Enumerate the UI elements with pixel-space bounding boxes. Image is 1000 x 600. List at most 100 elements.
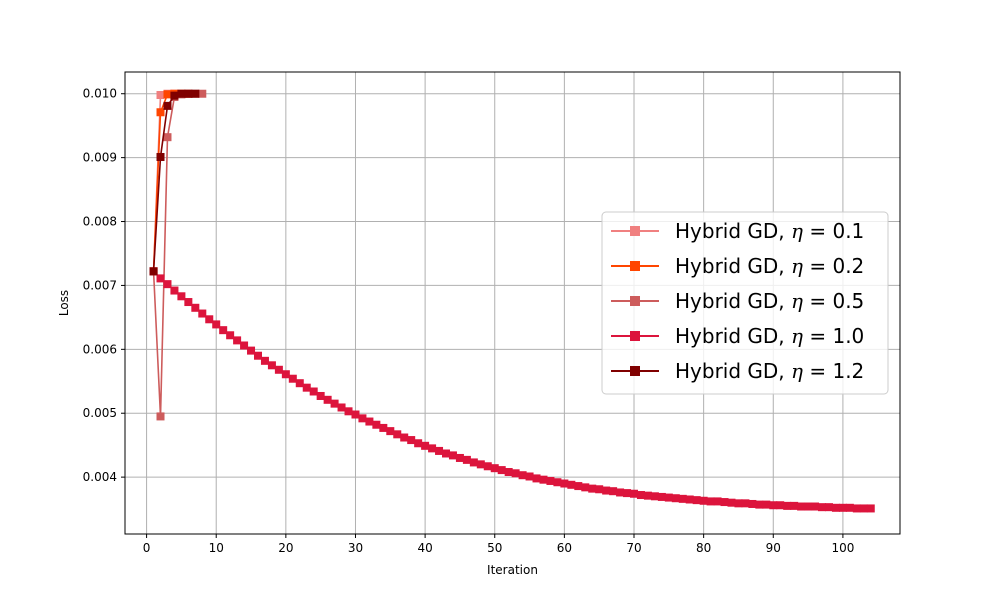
legend-marker	[630, 331, 640, 341]
data-point	[316, 391, 325, 400]
series-5	[149, 89, 200, 276]
data-point	[616, 488, 625, 497]
data-point	[212, 320, 221, 329]
x-axis-ticks: 0 10 20 30 40 50 60 70 80 90 100	[143, 534, 854, 555]
data-point	[240, 341, 249, 350]
data-point	[539, 475, 548, 484]
data-point	[421, 441, 430, 450]
data-point	[351, 410, 360, 419]
y-tick-label: 0.008	[83, 215, 117, 229]
legend-label: Hybrid GD, η = 1.0	[675, 324, 864, 348]
data-point	[811, 502, 820, 511]
data-point	[274, 365, 283, 374]
y-axis-ticks: 0.004 0.005 0.006 0.007 0.008 0.009 0.010	[83, 87, 125, 484]
data-point	[845, 503, 854, 512]
data-point	[219, 326, 228, 335]
y-tick-label: 0.009	[83, 151, 117, 165]
data-point	[511, 469, 520, 478]
data-point	[379, 423, 388, 432]
data-point	[428, 444, 437, 453]
data-point	[156, 412, 165, 421]
data-point	[170, 286, 179, 295]
x-tick-label: 10	[209, 541, 224, 555]
legend-marker	[630, 261, 640, 271]
legend-label: Hybrid GD, η = 0.2	[675, 254, 864, 278]
data-point	[442, 449, 450, 458]
data-point	[790, 501, 799, 510]
data-point	[295, 379, 304, 388]
data-point	[177, 292, 186, 301]
data-point	[783, 501, 792, 510]
x-tick-label: 40	[417, 541, 432, 555]
data-point	[838, 503, 847, 512]
data-point	[630, 489, 639, 498]
x-tick-label: 20	[278, 541, 293, 555]
x-tick-label: 50	[487, 541, 502, 555]
data-point	[734, 499, 743, 508]
y-tick-label: 0.006	[83, 342, 117, 356]
data-point	[288, 374, 297, 383]
data-point	[156, 152, 165, 161]
data-point	[156, 91, 165, 99]
data-point	[699, 496, 708, 505]
axes-frame	[124, 71, 901, 535]
data-point	[247, 346, 256, 355]
series-4	[149, 267, 875, 513]
data-point	[344, 407, 353, 416]
x-tick-label: 30	[348, 541, 363, 555]
data-point	[448, 451, 457, 460]
y-tick-label: 0.004	[83, 470, 117, 484]
data-point	[727, 498, 736, 507]
data-point	[804, 502, 813, 511]
legend-label: Hybrid GD, η = 1.2	[675, 359, 864, 383]
data-point	[386, 427, 395, 436]
data-point	[532, 474, 541, 483]
data-point	[455, 453, 464, 462]
data-point	[553, 478, 562, 487]
data-point	[476, 460, 485, 469]
data-point	[407, 436, 416, 445]
data-point	[365, 417, 374, 426]
data-point	[602, 486, 611, 495]
data-point	[518, 471, 527, 480]
data-point	[156, 108, 165, 117]
y-axis-label: Loss	[57, 290, 71, 316]
data-point	[818, 503, 827, 512]
legend-marker	[630, 296, 640, 306]
legend-marker	[630, 226, 640, 236]
data-point	[191, 303, 200, 312]
data-point	[414, 439, 423, 448]
data-point	[163, 280, 172, 289]
data-point	[657, 492, 666, 501]
data-point	[372, 420, 381, 429]
data-point	[490, 464, 499, 473]
data-point	[852, 504, 861, 513]
x-axis-label: Iteration	[487, 563, 538, 577]
data-point	[866, 504, 875, 513]
data-point	[748, 499, 757, 508]
data-point	[546, 476, 555, 485]
data-point	[762, 500, 771, 509]
data-point	[650, 492, 659, 501]
legend-marker	[630, 366, 640, 376]
data-point	[831, 503, 840, 512]
data-point	[769, 501, 778, 510]
data-point	[163, 133, 172, 142]
data-point	[198, 309, 207, 318]
data-point	[664, 493, 673, 502]
data-point	[462, 455, 471, 464]
data-point	[156, 274, 165, 283]
data-point	[226, 331, 235, 340]
y-tick-label: 0.010	[83, 87, 117, 101]
data-point	[497, 466, 506, 475]
data-point	[713, 497, 722, 506]
data-point	[233, 336, 242, 345]
data-point	[525, 472, 534, 481]
x-tick-label: 100	[831, 541, 854, 555]
data-point	[574, 482, 583, 491]
data-point	[337, 403, 346, 412]
data-point	[504, 468, 513, 477]
legend-label: Hybrid GD, η = 0.5	[675, 289, 864, 313]
series-layer	[149, 89, 875, 513]
